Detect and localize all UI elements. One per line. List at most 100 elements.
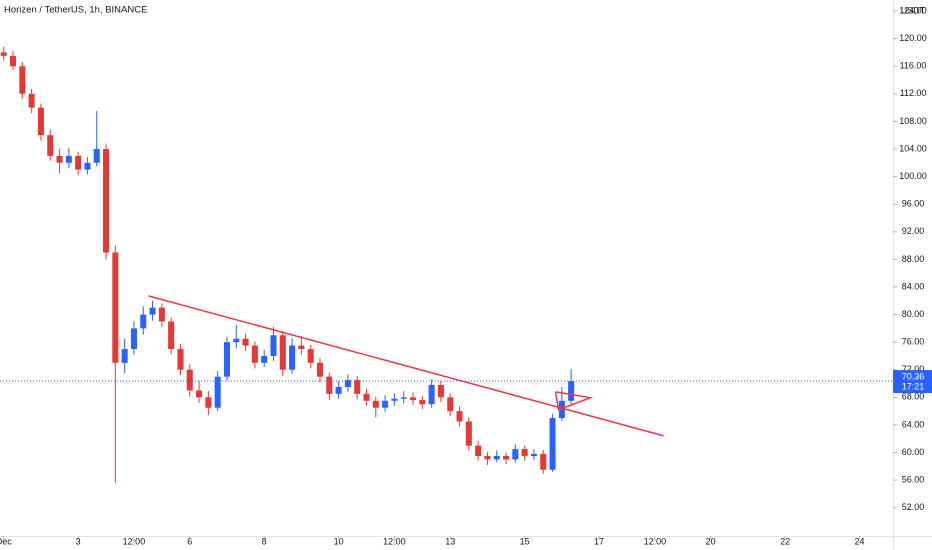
y-tick-label: 64.00 xyxy=(902,419,925,429)
candle-body xyxy=(242,338,249,346)
y-tick-label: 112.00 xyxy=(900,88,927,98)
candle-body xyxy=(251,345,258,363)
triangle-pattern xyxy=(554,391,594,411)
y-tick-label: 72.00 xyxy=(902,364,925,374)
x-tick-label: 15 xyxy=(520,536,530,546)
y-tick-label: 92.00 xyxy=(902,226,925,236)
candle-body xyxy=(391,398,398,401)
trend-line xyxy=(148,295,664,437)
candle-body xyxy=(130,328,137,350)
y-tick-label: 84.00 xyxy=(902,281,925,291)
x-tick-label: 20 xyxy=(706,536,716,546)
candle-body xyxy=(465,421,472,446)
candle-body xyxy=(503,455,510,460)
candle-body xyxy=(437,384,444,398)
candle-body xyxy=(307,349,314,363)
candle-body xyxy=(19,66,26,94)
y-tick-label: 116.00 xyxy=(900,61,927,71)
candle-body xyxy=(93,149,100,163)
candle-body xyxy=(140,314,147,329)
candle-body xyxy=(549,418,556,470)
candle-body xyxy=(447,397,454,412)
candle-body xyxy=(298,345,305,350)
candle-body xyxy=(84,162,91,170)
x-tick-label: 6 xyxy=(187,536,192,546)
candle-body xyxy=(493,455,500,460)
candle-body xyxy=(512,449,519,460)
x-tick-label: 13 xyxy=(445,536,455,546)
x-tick-label: 12:00 xyxy=(123,536,146,546)
candle-body xyxy=(75,155,82,170)
candle-body xyxy=(279,335,286,370)
chart-title: Horizen / TetherUS, 1h, BINANCE xyxy=(4,5,147,16)
candle-body xyxy=(558,400,565,419)
y-tick-label: 100.00 xyxy=(899,171,927,181)
candle-body xyxy=(419,400,426,405)
candle-body xyxy=(65,155,72,163)
y-tick-label: 104.00 xyxy=(899,143,927,153)
x-tick-label: 22 xyxy=(780,536,790,546)
y-tick-label: 56.00 xyxy=(902,474,925,484)
candle-body xyxy=(530,453,537,456)
y-tick-label: 88.00 xyxy=(902,254,925,264)
candle-body xyxy=(382,400,389,408)
y-tick-label: 108.00 xyxy=(899,116,927,126)
candle-body xyxy=(214,376,221,408)
currency-label: USDT xyxy=(901,5,926,15)
candle-body xyxy=(28,93,35,108)
candle-body xyxy=(363,393,370,401)
x-tick-label: 3 xyxy=(76,536,81,546)
last-price-box xyxy=(893,370,932,394)
x-tick-label: Dec xyxy=(0,536,12,546)
candle-body xyxy=(289,345,296,370)
candle-body xyxy=(121,349,128,363)
candle-body xyxy=(9,55,17,67)
candle-body xyxy=(158,307,165,322)
candle-body xyxy=(37,107,44,136)
candle-body xyxy=(177,349,184,370)
candle-body xyxy=(47,135,54,156)
candle-body xyxy=(205,397,212,408)
x-tick-label: 12:00 xyxy=(644,536,667,546)
y-tick-label: 80.00 xyxy=(902,309,925,319)
candle-body xyxy=(540,453,547,470)
y-tick-label: 68.00 xyxy=(902,392,925,402)
x-tick-label: 17 xyxy=(594,536,604,546)
candle-body xyxy=(409,397,417,401)
candle-body xyxy=(112,252,119,363)
candle-body xyxy=(400,397,407,399)
candle-body xyxy=(270,335,277,356)
candle-body xyxy=(186,369,193,391)
y-tick-label: 124.00 xyxy=(899,5,927,15)
candle-body xyxy=(428,384,435,405)
candle-body xyxy=(149,307,156,315)
candle-body xyxy=(56,155,63,163)
y-tick-label: 52.00 xyxy=(902,502,925,512)
candle-body xyxy=(168,321,175,350)
candle-body xyxy=(344,380,351,387)
x-tick-label: 8 xyxy=(262,536,267,546)
candle-body xyxy=(484,455,491,460)
candle-body xyxy=(521,449,528,456)
candle-body xyxy=(223,342,230,377)
candle-body xyxy=(0,52,7,56)
candle-body xyxy=(354,380,361,394)
candle-body xyxy=(103,149,110,253)
candle-body xyxy=(372,400,379,408)
candle-body xyxy=(475,445,482,456)
y-tick-label: 96.00 xyxy=(902,199,925,209)
candle-body xyxy=(568,381,575,401)
x-tick-label: 24 xyxy=(855,536,865,546)
candle-body xyxy=(233,338,240,343)
candle-body xyxy=(326,376,333,394)
candle-body xyxy=(196,390,203,398)
y-tick-label: 60.00 xyxy=(902,447,925,457)
y-tick-label: 120.00 xyxy=(899,33,927,43)
candle-body xyxy=(316,362,324,377)
candle-body xyxy=(335,386,342,394)
countdown-label: 17:21 xyxy=(902,381,925,391)
candle-body xyxy=(261,355,268,363)
x-tick-label: 12:00 xyxy=(383,536,406,546)
